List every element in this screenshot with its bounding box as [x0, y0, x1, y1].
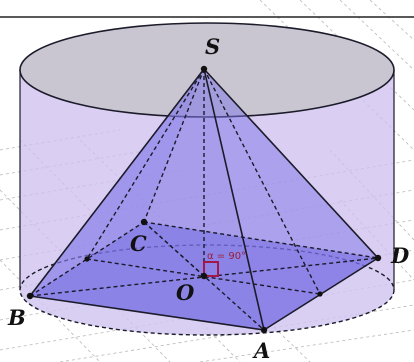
point-C	[140, 218, 148, 226]
label-S: S	[205, 34, 220, 59]
label-C: C	[130, 231, 147, 256]
point-B	[26, 292, 34, 300]
right-angle-marker	[203, 261, 219, 277]
point-O	[200, 272, 208, 280]
angle-label: α = 90°	[207, 251, 246, 262]
face-SBA	[30, 69, 264, 330]
face-SAD	[204, 69, 378, 330]
point-mid-AD	[317, 291, 323, 297]
label-B: B	[7, 305, 26, 330]
label-A: A	[252, 338, 270, 362]
points	[26, 65, 382, 334]
point-mid-BC	[84, 256, 90, 262]
label-O: O	[176, 280, 195, 305]
point-A	[260, 326, 268, 334]
label-D: D	[390, 243, 410, 268]
point-S	[200, 65, 208, 73]
point-D	[374, 254, 382, 262]
